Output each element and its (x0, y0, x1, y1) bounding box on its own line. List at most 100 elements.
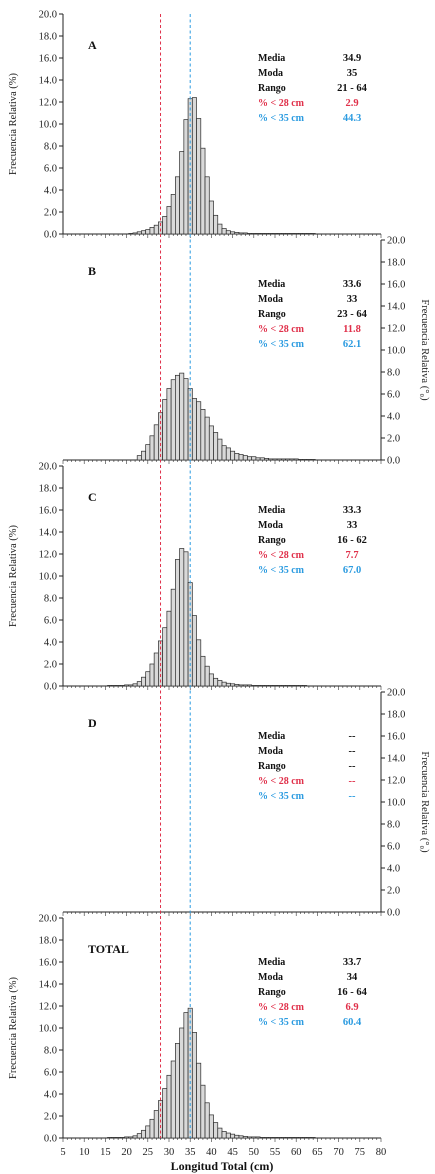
x-tick-label: 5 (60, 1147, 65, 1158)
bar (230, 450, 236, 461)
stat-label: Media (258, 53, 285, 64)
bar (183, 378, 189, 461)
bar (145, 671, 151, 687)
bar (128, 233, 134, 235)
bar (217, 223, 223, 235)
stat-value: 11.8 (343, 324, 361, 335)
bar (230, 683, 236, 687)
y-tick-label: 2.0 (44, 1112, 57, 1123)
bar (124, 684, 130, 687)
y-tick-label: 0.0 (44, 1134, 57, 1145)
y-tick-label: 2.0 (44, 208, 57, 219)
stat-value: 16 - 62 (337, 535, 367, 546)
bar (170, 379, 176, 461)
y-axis-title: Frecuencia Relativa (%) (8, 524, 19, 627)
bar (204, 176, 210, 235)
y-tick-label: 14.0 (39, 980, 57, 991)
y-axis-title: Frecuencia Relativa (°₀) (419, 299, 430, 401)
bar (191, 97, 197, 235)
y-tick-label: 8.0 (387, 820, 400, 831)
bar (204, 1102, 210, 1139)
bar (149, 435, 155, 461)
bar (136, 681, 142, 687)
bar (242, 455, 248, 461)
stat-label: Media (258, 279, 285, 290)
stat-value: -- (349, 731, 356, 742)
x-tick-label: 40 (206, 1147, 217, 1158)
bar (285, 233, 291, 235)
bar (179, 548, 185, 687)
stat-value: 33.6 (343, 279, 361, 290)
x-tick-label: 55 (270, 1147, 281, 1158)
bar (145, 1125, 151, 1139)
bar (141, 230, 147, 235)
bar (242, 684, 248, 687)
bar (276, 1137, 282, 1139)
y-tick-label: 20.0 (387, 688, 405, 699)
bar (132, 1135, 138, 1139)
stat-value: 44.3 (343, 113, 361, 124)
bar (213, 214, 219, 235)
panel-label: A (88, 38, 97, 52)
bar (153, 1110, 159, 1139)
bar (191, 615, 197, 687)
bar (230, 1133, 236, 1139)
panel-label: TOTAL (88, 942, 129, 956)
y-tick-label: 8.0 (44, 1046, 57, 1057)
bar (272, 233, 278, 235)
bar (289, 233, 295, 235)
y-tick-label: 10.0 (387, 798, 405, 809)
y-axis-title: Frecuencia Relativa (%) (8, 976, 19, 1079)
bar (191, 398, 197, 461)
stat-label: Moda (258, 294, 283, 305)
bar (208, 200, 214, 235)
bar (115, 685, 121, 687)
bar (225, 682, 231, 687)
bar (293, 685, 299, 687)
bar (217, 680, 223, 687)
bar (162, 399, 168, 461)
bar (251, 1136, 257, 1139)
stat-value: -- (349, 761, 356, 772)
stat-value: 33.3 (343, 505, 361, 516)
bar (268, 1137, 274, 1139)
bar (166, 206, 172, 235)
stat-value: 16 - 64 (337, 987, 367, 998)
stat-label: Rango (258, 535, 286, 546)
y-tick-label: 14.0 (39, 528, 57, 539)
bar (213, 1122, 219, 1139)
bar (141, 676, 147, 687)
bar (175, 1043, 180, 1139)
stat-label: % < 28 cm (258, 776, 305, 787)
bar (234, 683, 240, 687)
bar (238, 232, 244, 235)
bar (272, 685, 278, 687)
x-tick-label: 10 (79, 1147, 90, 1158)
stat-value: 7.7 (345, 550, 358, 561)
bar (281, 233, 286, 235)
bar (234, 1134, 240, 1139)
bar (145, 229, 151, 235)
bar (111, 1137, 117, 1139)
bar (153, 652, 159, 687)
bar (217, 1127, 223, 1139)
bar (272, 458, 278, 461)
y-tick-label: 18.0 (387, 258, 405, 269)
bar (306, 233, 312, 235)
bar (238, 1135, 244, 1139)
bar (276, 458, 282, 461)
bar (268, 685, 274, 687)
stat-value: 35 (347, 68, 358, 79)
panel-total: 0.0 2.0 4.0 6.0 8.0 10.0 12.0 14.0 16.0 18.0 20.0 F… (8, 914, 382, 1145)
bar (302, 685, 308, 687)
stat-label: % < 35 cm (258, 1017, 305, 1028)
bar (124, 1136, 130, 1139)
bar (175, 176, 180, 235)
y-tick-label: 6.0 (44, 164, 57, 175)
bar (145, 444, 151, 461)
y-tick-label: 6.0 (387, 390, 400, 401)
x-tick-label: 30 (164, 1147, 175, 1158)
bar (255, 457, 261, 461)
bar (264, 233, 269, 235)
stat-label: % < 35 cm (258, 113, 305, 124)
